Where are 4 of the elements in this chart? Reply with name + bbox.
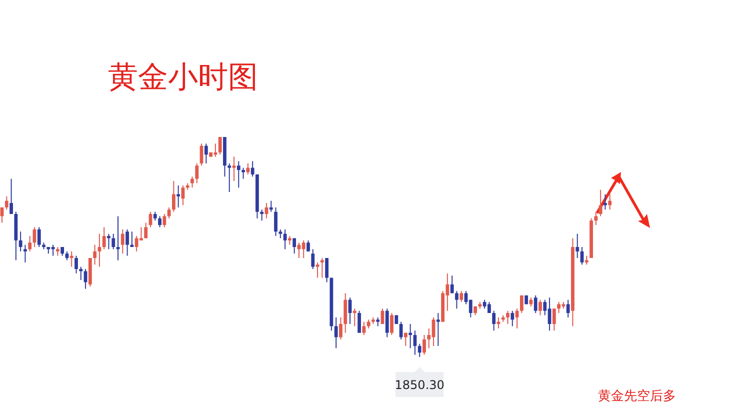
annotation-label: 1850.30	[394, 367, 444, 397]
annotation: 1850.30	[394, 378, 444, 392]
text: 黄金先空后多	[598, 389, 676, 404]
chart-title: 黄金小时图	[108, 60, 258, 95]
